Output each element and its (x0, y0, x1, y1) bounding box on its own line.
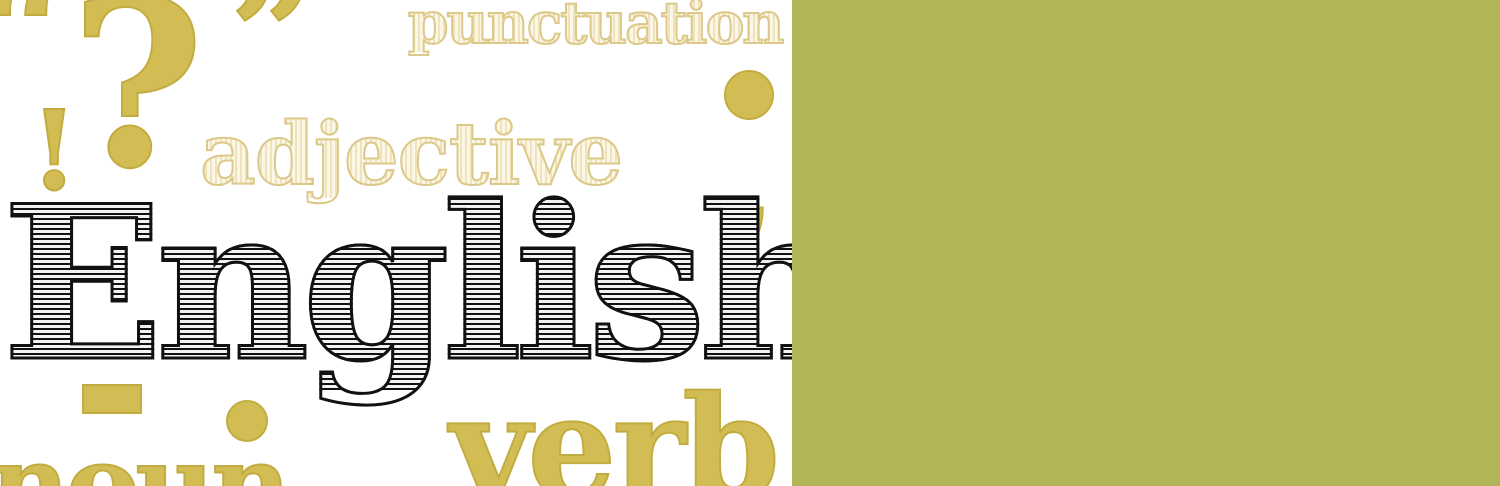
close-quote-glyph: ” (229, 0, 317, 123)
word-english: English (1, 176, 792, 391)
hyphen-dash-glyph (82, 384, 142, 414)
period-dot-glyph (724, 70, 774, 120)
english-artwork: punctuation “ ? ” ! adjective , English … (0, 0, 792, 486)
word-noun: noun (0, 420, 292, 486)
word-adjective: adjective (199, 104, 624, 205)
exclamation-glyph: ! (29, 86, 79, 215)
word-verb: verb (449, 366, 781, 486)
comma-glyph: , (719, 75, 780, 275)
word-punctuation: punctuation (407, 0, 785, 53)
color-panel (792, 0, 1500, 486)
open-quote-glyph: “ (0, 0, 71, 113)
small-dot-glyph (226, 400, 268, 442)
question-mark-glyph: ? (69, 0, 206, 220)
